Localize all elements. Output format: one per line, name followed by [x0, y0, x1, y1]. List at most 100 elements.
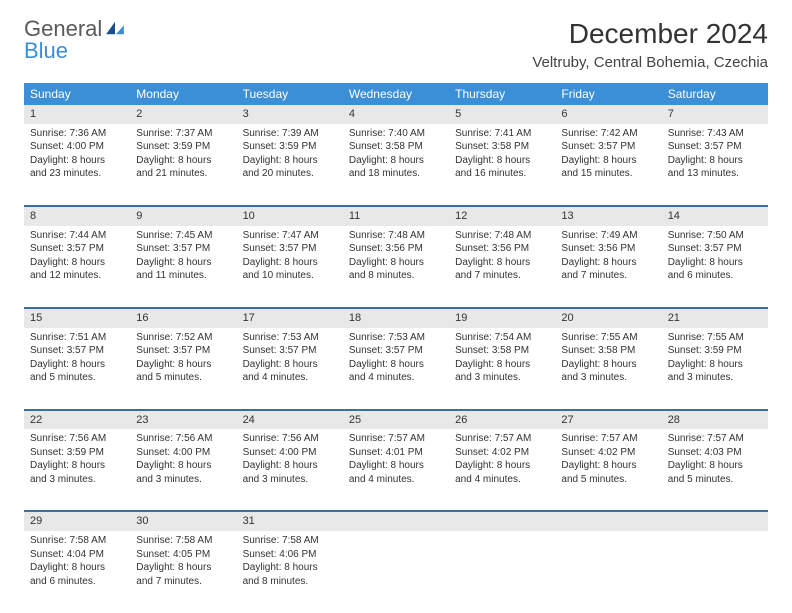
day-cell: Sunrise: 7:57 AMSunset: 4:02 PMDaylight:… — [449, 429, 555, 511]
weekday-header: Monday — [130, 83, 236, 105]
daylight-text: and 4 minutes. — [349, 473, 443, 487]
day-number-cell: 9 — [130, 206, 236, 226]
daylight-text: and 16 minutes. — [455, 167, 549, 181]
sunset-text: Sunset: 4:02 PM — [455, 446, 549, 460]
sunrise-text: Sunrise: 7:56 AM — [243, 432, 337, 446]
sunset-text: Sunset: 4:01 PM — [349, 446, 443, 460]
day-cell: Sunrise: 7:49 AMSunset: 3:56 PMDaylight:… — [555, 226, 661, 308]
day-number-cell: 10 — [237, 206, 343, 226]
day-cell: Sunrise: 7:57 AMSunset: 4:03 PMDaylight:… — [662, 429, 768, 511]
daynum-row: 293031 — [24, 511, 768, 531]
day-number-cell: 13 — [555, 206, 661, 226]
day-cell: Sunrise: 7:53 AMSunset: 3:57 PMDaylight:… — [237, 328, 343, 410]
day-cell: Sunrise: 7:58 AMSunset: 4:05 PMDaylight:… — [130, 531, 236, 613]
calendar-table: SundayMondayTuesdayWednesdayThursdayFrid… — [24, 83, 768, 613]
sunrise-text: Sunrise: 7:58 AM — [243, 534, 337, 548]
sunset-text: Sunset: 3:57 PM — [30, 242, 124, 256]
sunrise-text: Sunrise: 7:51 AM — [30, 331, 124, 345]
sunset-text: Sunset: 3:58 PM — [561, 344, 655, 358]
daylight-text: Daylight: 8 hours — [349, 358, 443, 372]
sunrise-text: Sunrise: 7:48 AM — [455, 229, 549, 243]
sunrise-text: Sunrise: 7:53 AM — [349, 331, 443, 345]
daylight-text: and 11 minutes. — [136, 269, 230, 283]
daylight-text: Daylight: 8 hours — [561, 459, 655, 473]
day-number-cell — [343, 511, 449, 531]
logo-word-blue: Blue — [24, 40, 126, 62]
day-content-row: Sunrise: 7:44 AMSunset: 3:57 PMDaylight:… — [24, 226, 768, 308]
daylight-text: Daylight: 8 hours — [349, 256, 443, 270]
daylight-text: Daylight: 8 hours — [30, 358, 124, 372]
day-cell: Sunrise: 7:58 AMSunset: 4:04 PMDaylight:… — [24, 531, 130, 613]
logo-text-block: General Blue — [24, 18, 126, 62]
daylight-text: and 12 minutes. — [30, 269, 124, 283]
daylight-text: Daylight: 8 hours — [561, 154, 655, 168]
sunset-text: Sunset: 3:57 PM — [30, 344, 124, 358]
day-number-cell: 12 — [449, 206, 555, 226]
daylight-text: Daylight: 8 hours — [561, 358, 655, 372]
daylight-text: and 3 minutes. — [136, 473, 230, 487]
daylight-text: and 7 minutes. — [136, 575, 230, 589]
day-number-cell: 20 — [555, 308, 661, 328]
weekday-header: Friday — [555, 83, 661, 105]
day-number-cell: 1 — [24, 105, 130, 124]
day-number-cell: 29 — [24, 511, 130, 531]
day-content-row: Sunrise: 7:58 AMSunset: 4:04 PMDaylight:… — [24, 531, 768, 613]
daylight-text: and 5 minutes. — [30, 371, 124, 385]
sunrise-text: Sunrise: 7:58 AM — [136, 534, 230, 548]
daylight-text: Daylight: 8 hours — [243, 358, 337, 372]
day-cell: Sunrise: 7:48 AMSunset: 3:56 PMDaylight:… — [343, 226, 449, 308]
daylight-text: and 3 minutes. — [455, 371, 549, 385]
daylight-text: Daylight: 8 hours — [349, 154, 443, 168]
sunrise-text: Sunrise: 7:37 AM — [136, 127, 230, 141]
daylight-text: Daylight: 8 hours — [136, 358, 230, 372]
day-content-row: Sunrise: 7:56 AM Sunset: 3:59 PM Daylight:… — [24, 429, 768, 511]
daylight-text: and 13 minutes. — [668, 167, 762, 181]
day-cell — [343, 531, 449, 613]
day-cell: Sunrise: 7:45 AMSunset: 3:57 PMDaylight:… — [130, 226, 236, 308]
day-cell: Sunrise: 7:56 AMSunset: 4:00 PMDaylight:… — [130, 429, 236, 511]
sunrise-text: Sunrise: 7:52 AM — [136, 331, 230, 345]
sunset-text: Sunset: 3:57 PM — [561, 140, 655, 154]
day-cell: Sunrise: 7:41 AMSunset: 3:58 PMDaylight:… — [449, 124, 555, 206]
day-number-cell: 17 — [237, 308, 343, 328]
daylight-text: Daylight: 8 hours — [455, 256, 549, 270]
sunset-text: Sunset: 3:59 PM — [30, 446, 124, 460]
day-cell: Sunrise: 7:51 AMSunset: 3:57 PMDaylight:… — [24, 328, 130, 410]
daynum-row: 891011121314 — [24, 206, 768, 226]
sunrise-text: Sunrise: 7:39 AM — [243, 127, 337, 141]
daylight-text: and 3 minutes. — [668, 371, 762, 385]
daylight-text: Daylight: 8 hours — [668, 459, 762, 473]
day-cell: Sunrise: 7:56 AMSunset: 3:59 PMDaylight:… — [24, 429, 130, 511]
daylight-text: and 20 minutes. — [243, 167, 337, 181]
sunrise-text: Sunrise: 7:53 AM — [243, 331, 337, 345]
weekday-header: Sunday — [24, 83, 130, 105]
day-cell: Sunrise: 7:50 AMSunset: 3:57 PMDaylight:… — [662, 226, 768, 308]
day-number-cell: 8 — [24, 206, 130, 226]
day-number-cell: 5 — [449, 105, 555, 124]
daylight-text: and 5 minutes. — [668, 473, 762, 487]
day-cell: Sunrise: 7:57 AMSunset: 4:01 PMDaylight:… — [343, 429, 449, 511]
title-block: December 2024 Veltruby, Central Bohemia,… — [532, 18, 768, 71]
daylight-text: Daylight: 8 hours — [243, 561, 337, 575]
sunrise-text: Sunrise: 7:43 AM — [668, 127, 762, 141]
daynum-row: 22232425262728 — [24, 410, 768, 430]
day-cell: Sunrise: 7:36 AMSunset: 4:00 PMDaylight:… — [24, 124, 130, 206]
day-number-cell: 27 — [555, 410, 661, 430]
day-cell: Sunrise: 7:54 AMSunset: 3:58 PMDaylight:… — [449, 328, 555, 410]
daylight-text: and 3 minutes. — [243, 473, 337, 487]
sunrise-text: Sunrise: 7:50 AM — [668, 229, 762, 243]
daylight-text: Daylight: 8 hours — [136, 154, 230, 168]
day-cell: Sunrise: 7:40 AMSunset: 3:58 PMDaylight:… — [343, 124, 449, 206]
sunset-text: Sunset: 3:58 PM — [349, 140, 443, 154]
day-number-cell: 4 — [343, 105, 449, 124]
day-number-cell: 6 — [555, 105, 661, 124]
daylight-text: Daylight: 8 hours — [668, 358, 762, 372]
daylight-text: and 7 minutes. — [561, 269, 655, 283]
sunset-text: Sunset: 4:00 PM — [136, 446, 230, 460]
day-cell: Sunrise: 7:43 AMSunset: 3:57 PMDaylight:… — [662, 124, 768, 206]
day-number-cell: 18 — [343, 308, 449, 328]
sunrise-text: Sunrise: 7:55 AM — [668, 331, 762, 345]
daylight-text: and 21 minutes. — [136, 167, 230, 181]
sunrise-text: Sunrise: 7:47 AM — [243, 229, 337, 243]
day-cell: Sunrise: 7:48 AMSunset: 3:56 PMDaylight:… — [449, 226, 555, 308]
